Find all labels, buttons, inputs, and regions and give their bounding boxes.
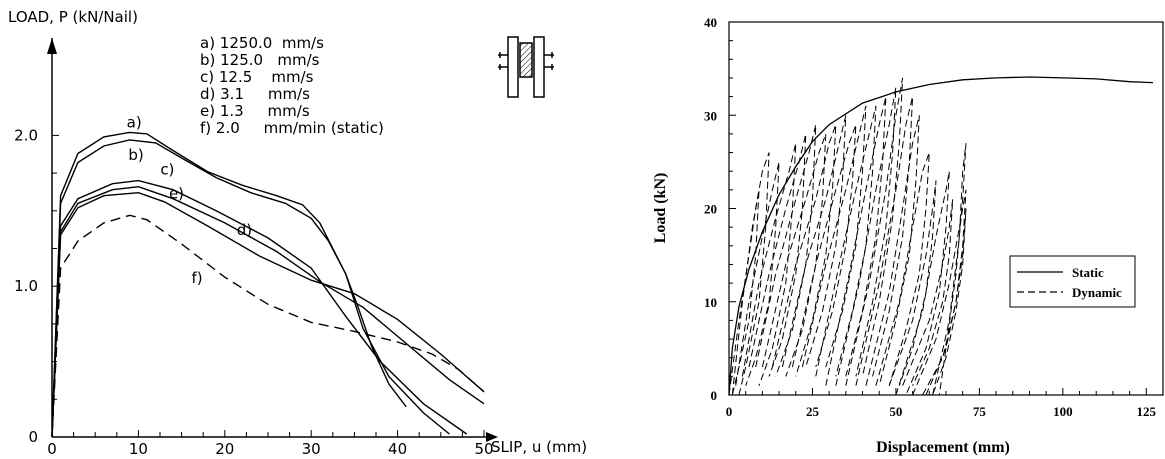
- specimen-schematic-icon: [498, 36, 554, 98]
- dynamic-loop: [855, 96, 914, 386]
- dynamic-loop: [932, 143, 967, 396]
- left-axes: 0 10 20 30 40 50 0 1.0 2.0: [14, 38, 498, 458]
- dynamic-loop: [902, 199, 954, 386]
- dynamic-loop: [815, 105, 877, 377]
- left-curve-label-b: b): [128, 146, 143, 164]
- left-y-tick-label: 0: [28, 428, 38, 446]
- left-legend-entry-d: d) 3.1 mm/s: [200, 85, 310, 103]
- left-legend-entry-e: e) 1.3 mm/s: [200, 102, 310, 120]
- dynamic-loop: [925, 208, 967, 396]
- left-legend-entry-c: c) 12.5 mm/s: [200, 68, 314, 86]
- left-curve-label-f: f): [192, 269, 203, 287]
- left-legend-entry-b: b) 125.0 mm/s: [200, 51, 320, 69]
- left-x-tick-label: 40: [388, 440, 407, 458]
- left-x-tick-label: 30: [302, 440, 321, 458]
- left-x-tick-label: 50: [474, 440, 493, 458]
- left-series-line-d: [51, 185, 485, 438]
- left-series-line-c: [51, 179, 468, 438]
- dynamic-loop: [771, 124, 837, 377]
- left-y-axis-label: LOAD, P (kN/Nail): [8, 8, 138, 26]
- left-y-tick-label: 2.0: [14, 126, 38, 144]
- left-y-axis-arrow-icon: [47, 38, 57, 54]
- dynamic-loop: [761, 133, 827, 377]
- dynamic-loop: [741, 143, 797, 386]
- left-legend-entry-a: a) 1250.0 mm/s: [200, 34, 324, 52]
- legend-box: [1009, 255, 1136, 308]
- dynamic-loop: [748, 133, 807, 377]
- left-series-line-f: [51, 214, 485, 438]
- right-axes: 0 25 50 75 100 125 0 10 20 30 40: [704, 15, 1164, 419]
- left-x-axis-arrow-icon: [486, 432, 498, 442]
- left-x-axis-label: SLIP, u (mm): [491, 438, 587, 456]
- dynamic-loop: [801, 105, 867, 368]
- dynamic-loop: [835, 87, 897, 386]
- right-y-tick-label: 30: [704, 108, 717, 123]
- dynamic-loop: [865, 115, 920, 386]
- left-x-tick-label: 10: [129, 440, 148, 458]
- right-legend-label-dynamic: Dynamic: [1072, 285, 1122, 300]
- left-series-line-e: [51, 191, 485, 438]
- dynamic-loop: [731, 152, 770, 396]
- right-chart: Load (kN) Displacement (mm) 0 25 50 75 100 12…: [652, 15, 1164, 456]
- dynamic-loop: [845, 77, 904, 386]
- left-x-tick-label: 20: [215, 440, 234, 458]
- right-plot-frame: [728, 21, 1164, 396]
- left-legend-entry-f: f) 2.0 mm/min (static): [200, 119, 384, 137]
- right-y-tick-label: 0: [711, 388, 718, 403]
- right-x-tick-label: 0: [726, 404, 733, 419]
- right-y-tick-label: 20: [704, 202, 717, 217]
- left-curve-labels: a) b) c) d) e) f): [127, 113, 252, 287]
- left-y-tick-label: 1.0: [14, 277, 38, 295]
- right-y-tick-label: 10: [704, 295, 717, 310]
- static-curve: [728, 76, 1154, 396]
- right-x-tick-label: 75: [973, 404, 987, 419]
- dynamic-loop: [875, 152, 930, 386]
- left-chart: LOAD, P (kN/Nail) SLIP, u (mm) 0 10 20 30 40…: [8, 8, 587, 458]
- right-series: [728, 76, 1154, 396]
- right-legend: Static Dynamic: [1009, 255, 1136, 308]
- right-x-tick-label: 25: [806, 404, 820, 419]
- dynamic-loop: [895, 171, 950, 396]
- left-series-line-a: [51, 131, 450, 438]
- left-legend: a) 1250.0 mm/sb) 125.0 mm/sc) 12.5 mm/sd…: [200, 34, 384, 137]
- left-series: [51, 131, 485, 438]
- right-x-tick-label: 50: [889, 404, 902, 419]
- dynamic-loop: [735, 161, 780, 386]
- right-x-tick-label: 125: [1137, 404, 1157, 419]
- dynamic-loop: [755, 124, 817, 377]
- dynamic-loop: [888, 180, 937, 386]
- dynamic-loop: [781, 115, 847, 368]
- left-curve-label-d: d): [237, 221, 252, 239]
- dynamic-loop: [825, 96, 887, 386]
- left-curve-label-a: a): [127, 113, 142, 131]
- right-y-tick-label: 40: [704, 15, 717, 30]
- right-y-axis-label: Load (kN): [652, 173, 669, 244]
- right-x-axis-label: Displacement (mm): [876, 439, 1010, 456]
- left-curve-label-c: c): [160, 161, 174, 179]
- left-series-line-b: [51, 139, 407, 438]
- right-legend-label-static: Static: [1072, 265, 1104, 280]
- right-x-tick-label: 100: [1053, 404, 1073, 419]
- left-x-tick-label: 0: [47, 440, 57, 458]
- left-curve-label-e: e): [169, 185, 184, 203]
